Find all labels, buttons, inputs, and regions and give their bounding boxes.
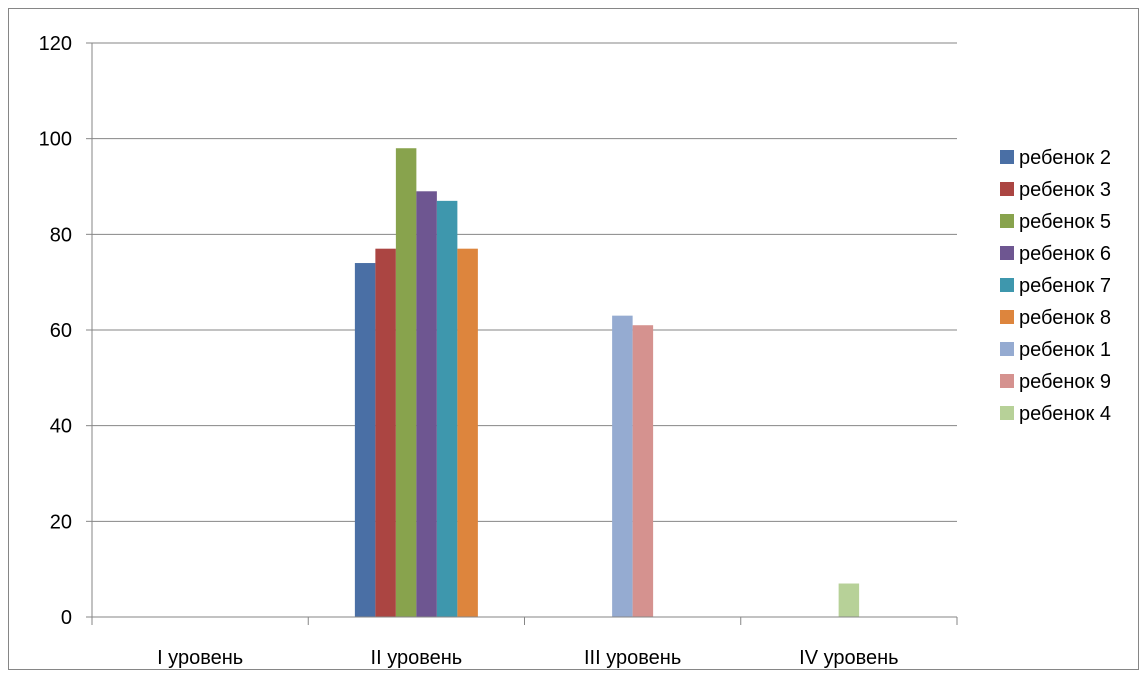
x-tick-label: II уровень	[371, 647, 463, 669]
y-tick-label: 120	[39, 33, 72, 55]
x-tick-label: III уровень	[584, 647, 681, 669]
legend-label: ребенок 9	[1019, 371, 1111, 393]
y-tick-label: 20	[50, 511, 72, 533]
y-tick-label: 0	[61, 607, 72, 629]
legend-label: ребенок 4	[1019, 403, 1111, 425]
legend-item: ребенок 1	[1000, 339, 1111, 361]
legend-item: ребенок 9	[1000, 371, 1111, 393]
x-tick-label: I уровень	[157, 647, 243, 669]
y-tick-label: 80	[50, 224, 72, 246]
legend-swatch	[1000, 310, 1014, 324]
legend-swatch	[1000, 214, 1014, 228]
y-axis-tick-labels: 0 20 40 60 80 100 120	[39, 33, 72, 629]
bar	[612, 315, 633, 617]
legend-label: ребенок 7	[1019, 275, 1111, 297]
bars	[354, 148, 860, 618]
bar	[436, 200, 458, 617]
legend-swatch	[1000, 150, 1014, 164]
bar	[375, 248, 396, 617]
gridlines	[92, 42, 957, 522]
chart-frame	[8, 8, 1139, 670]
y-tick-label: 60	[50, 320, 72, 342]
legend-item: ребенок 5	[1000, 211, 1111, 233]
legend-label: ребенок 5	[1019, 211, 1111, 233]
legend-item: ребенок 6	[1000, 243, 1111, 265]
bar	[632, 325, 654, 617]
legend-label: ребенок 6	[1019, 243, 1111, 265]
bar	[395, 148, 417, 617]
legend: ребенок 2 ребенок 3 ребенок 5 ребенок 6 ребе…	[1000, 147, 1111, 425]
bar	[416, 191, 437, 618]
legend-label: ребенок 8	[1019, 307, 1111, 329]
legend-item: ребенок 4	[1000, 403, 1111, 425]
legend-item: ребенок 8	[1000, 307, 1111, 329]
legend-swatch	[1000, 182, 1014, 196]
bar	[838, 583, 860, 617]
bar	[457, 248, 478, 617]
legend-item: ребенок 7	[1000, 275, 1111, 297]
y-tick-label: 40	[50, 416, 72, 438]
legend-swatch	[1000, 278, 1014, 292]
legend-label: ребенок 3	[1019, 179, 1111, 201]
axes	[86, 42, 958, 625]
legend-swatch	[1000, 246, 1014, 260]
legend-item: ребенок 3	[1000, 179, 1111, 201]
bar	[354, 263, 376, 617]
legend-swatch	[1000, 342, 1014, 356]
x-axis-tick-labels: I уровень II уровень III уровень IV уровень	[157, 647, 899, 669]
x-tick-label: IV уровень	[799, 647, 898, 669]
legend-item: ребенок 2	[1000, 147, 1111, 169]
legend-label: ребенок 2	[1019, 147, 1111, 169]
y-tick-label: 100	[39, 129, 72, 151]
legend-swatch	[1000, 374, 1014, 388]
legend-label: ребенок 1	[1019, 339, 1111, 361]
legend-swatch	[1000, 406, 1014, 420]
